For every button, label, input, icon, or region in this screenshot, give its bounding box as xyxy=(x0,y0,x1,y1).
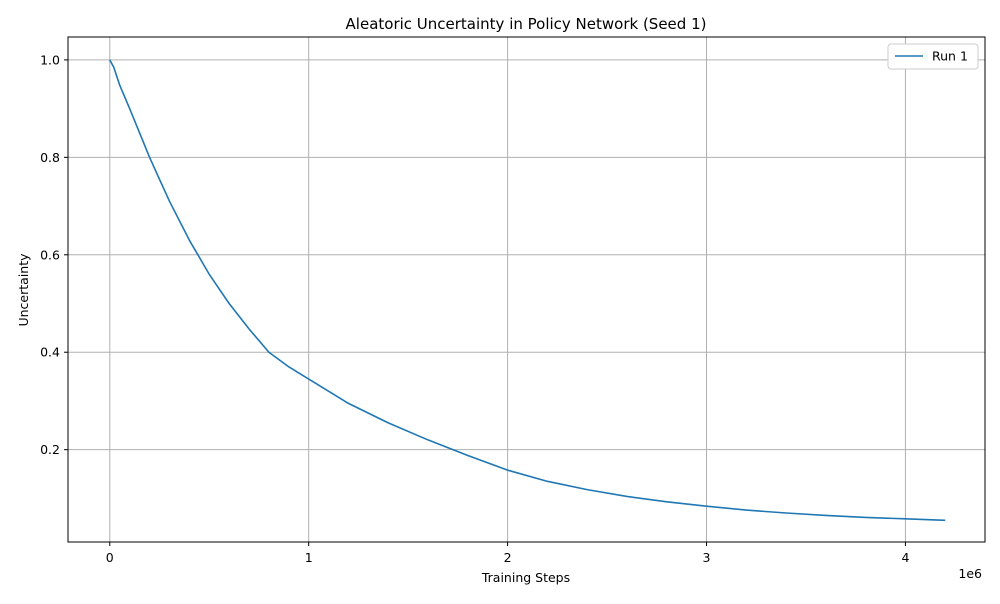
plot-frame xyxy=(67,36,986,543)
y-tick-label: 0.4 xyxy=(40,345,60,360)
x-tick-label: 3 xyxy=(703,550,711,565)
x-tick-label: 0 xyxy=(106,550,114,565)
x-axis-label: Training Steps xyxy=(481,570,570,585)
x-axis-offset-label: 1e6 xyxy=(958,566,982,581)
y-axis-label: Uncertainty xyxy=(16,253,31,327)
chart-title: Aleatoric Uncertainty in Policy Network … xyxy=(346,15,707,33)
x-tick-label: 1 xyxy=(305,550,313,565)
legend-label-run-1: Run 1 xyxy=(932,49,968,64)
legend-box xyxy=(887,43,979,70)
legend: Run 1 xyxy=(887,43,979,70)
x-tick-label: 2 xyxy=(504,550,512,565)
series-layer xyxy=(109,59,946,522)
y-tick-label: 1.0 xyxy=(40,52,60,67)
series-line-1 xyxy=(109,59,946,522)
y-tick-label: 0.6 xyxy=(40,247,60,262)
y-tick-label: 0.2 xyxy=(40,442,60,457)
axis-ticks: 0 1 2 3 4 0.2 0.4 0.6 0.8 1.0 xyxy=(40,52,909,565)
y-tick-label: 0.8 xyxy=(40,150,60,165)
grid xyxy=(68,37,985,542)
x-tick-label: 4 xyxy=(901,550,909,565)
